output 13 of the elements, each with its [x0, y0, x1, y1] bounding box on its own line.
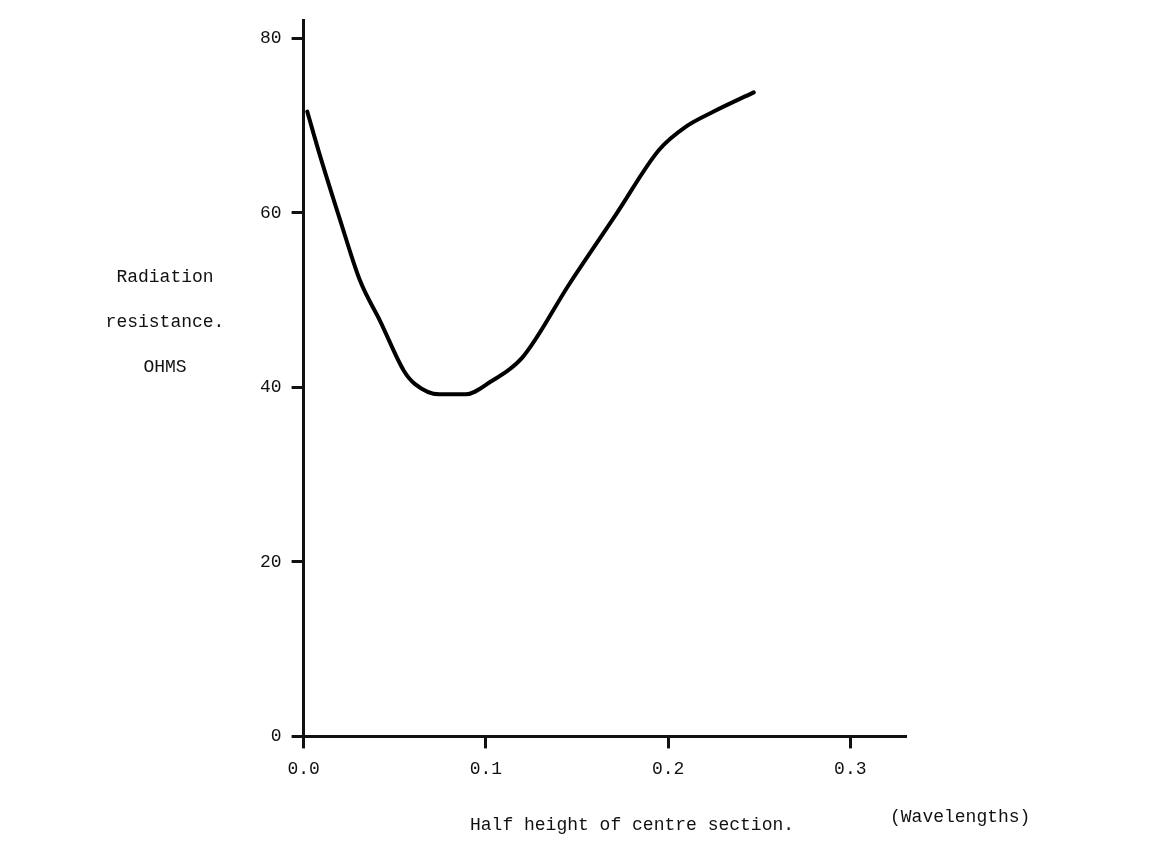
- y-tick-label: 80: [259, 28, 282, 49]
- y-tick-label: 60: [259, 202, 282, 223]
- line-series: [305, 90, 756, 397]
- x-tick-label: 0.0: [287, 758, 320, 779]
- x-tick-label: 0.3: [834, 758, 867, 779]
- text: (Wavelengths): [890, 807, 1031, 827]
- x-tick-label: 0.1: [469, 758, 503, 779]
- text: Radiation resistance. OHMS: [105, 267, 225, 377]
- y-tick-label: 20: [259, 551, 282, 572]
- y-tick-label: 40: [259, 377, 282, 398]
- y-tick-label: 0: [270, 726, 282, 747]
- x-axis-title: Half height of centre section.: [470, 815, 795, 835]
- x-tick-label: 0.2: [651, 758, 685, 779]
